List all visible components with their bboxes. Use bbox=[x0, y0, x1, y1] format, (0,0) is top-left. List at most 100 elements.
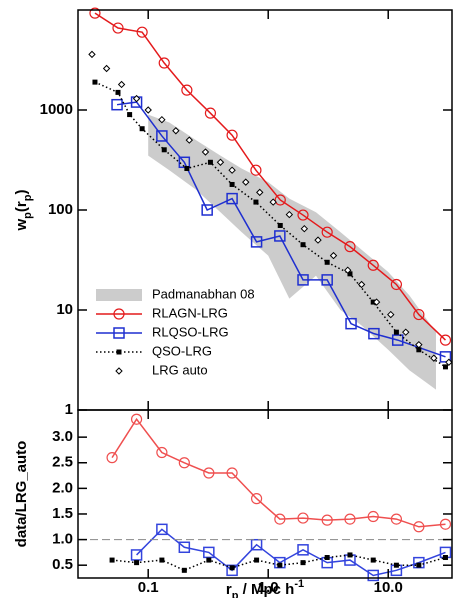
marker bbox=[161, 147, 167, 153]
y-tick-label: 3.0 bbox=[52, 428, 73, 445]
marker bbox=[372, 298, 381, 306]
y-tick-label: 1.0 bbox=[52, 531, 73, 548]
marker bbox=[184, 166, 190, 172]
legend-label: LRG auto bbox=[152, 362, 208, 377]
marker bbox=[228, 166, 236, 174]
marker bbox=[277, 222, 283, 228]
marker bbox=[111, 98, 123, 111]
axis-label-part: p bbox=[22, 194, 34, 201]
marker bbox=[285, 210, 294, 219]
marker bbox=[109, 557, 115, 563]
marker bbox=[413, 521, 425, 533]
marker bbox=[158, 115, 166, 124]
marker bbox=[116, 349, 122, 355]
marker bbox=[113, 327, 125, 339]
marker bbox=[206, 557, 212, 563]
marker bbox=[204, 107, 217, 119]
marker bbox=[324, 555, 330, 561]
marker bbox=[300, 560, 306, 566]
marker bbox=[430, 354, 438, 362]
y-tick-label: 1.5 bbox=[52, 505, 73, 522]
marker bbox=[226, 129, 238, 141]
marker bbox=[393, 562, 399, 568]
marker bbox=[88, 50, 96, 59]
marker bbox=[391, 334, 404, 346]
marker bbox=[156, 446, 168, 459]
marker bbox=[158, 57, 170, 69]
marker bbox=[216, 158, 225, 166]
marker bbox=[314, 236, 322, 244]
y-tick-label: 1 bbox=[65, 401, 73, 418]
y-tick-label: 1000 bbox=[40, 101, 73, 118]
marker bbox=[367, 259, 379, 271]
series-line bbox=[111, 417, 446, 528]
marker bbox=[345, 317, 357, 330]
marker bbox=[274, 230, 286, 242]
marker bbox=[203, 546, 215, 559]
marker bbox=[89, 7, 101, 19]
marker bbox=[181, 84, 193, 96]
marker bbox=[130, 413, 143, 425]
axis-label-part: p bbox=[232, 590, 239, 598]
legend-label: RLQSO-LRG bbox=[152, 324, 229, 339]
series-line bbox=[136, 528, 446, 577]
marker bbox=[297, 544, 309, 556]
x-tick-label: 10.0 bbox=[374, 579, 403, 596]
axis-label-part: p bbox=[22, 212, 34, 219]
marker bbox=[115, 89, 121, 95]
x-tick-label: 1.0 bbox=[258, 579, 279, 596]
marker bbox=[113, 308, 125, 320]
marker bbox=[106, 452, 118, 464]
marker bbox=[156, 130, 168, 142]
marker bbox=[387, 310, 395, 319]
marker bbox=[201, 204, 213, 216]
marker bbox=[416, 347, 422, 353]
axis-label-part: ) bbox=[13, 190, 30, 195]
marker bbox=[321, 226, 333, 238]
axis-label-part: r bbox=[226, 581, 232, 598]
marker bbox=[442, 555, 448, 561]
marker bbox=[185, 136, 194, 144]
marker bbox=[178, 156, 191, 169]
axis-label-part: (r bbox=[13, 201, 30, 212]
marker bbox=[413, 308, 425, 321]
marker bbox=[92, 79, 98, 85]
marker bbox=[250, 236, 263, 248]
marker bbox=[416, 562, 422, 568]
legend-label: RLAGN-LRG bbox=[152, 305, 228, 320]
marker bbox=[156, 523, 168, 536]
marker bbox=[269, 198, 277, 206]
marker bbox=[300, 225, 309, 233]
marker bbox=[393, 329, 399, 335]
marker bbox=[102, 64, 111, 73]
marker bbox=[181, 567, 187, 573]
marker bbox=[390, 278, 403, 291]
marker bbox=[347, 552, 353, 558]
marker bbox=[344, 513, 356, 525]
marker bbox=[300, 242, 306, 248]
marker bbox=[367, 510, 379, 523]
marker bbox=[250, 164, 262, 176]
marker bbox=[277, 562, 283, 568]
marker bbox=[203, 467, 215, 479]
marker bbox=[250, 493, 263, 505]
marker bbox=[415, 340, 423, 349]
marker bbox=[178, 541, 191, 554]
marker bbox=[439, 518, 452, 530]
y-tick-label: 10 bbox=[56, 301, 73, 318]
marker bbox=[132, 94, 141, 103]
marker bbox=[402, 328, 410, 336]
marker bbox=[439, 351, 452, 363]
axis-label: rp / Mpc h-1 bbox=[226, 578, 304, 598]
axis-label-part: -1 bbox=[294, 578, 304, 590]
marker bbox=[207, 159, 213, 165]
marker bbox=[390, 513, 403, 525]
marker bbox=[347, 271, 353, 277]
marker bbox=[112, 22, 124, 34]
marker bbox=[439, 334, 452, 346]
y-tick-label: 2.0 bbox=[52, 479, 73, 496]
marker bbox=[229, 565, 235, 571]
axis-label-part: w bbox=[13, 218, 30, 231]
y-tick-label: 100 bbox=[48, 201, 73, 218]
series-line bbox=[94, 12, 446, 341]
